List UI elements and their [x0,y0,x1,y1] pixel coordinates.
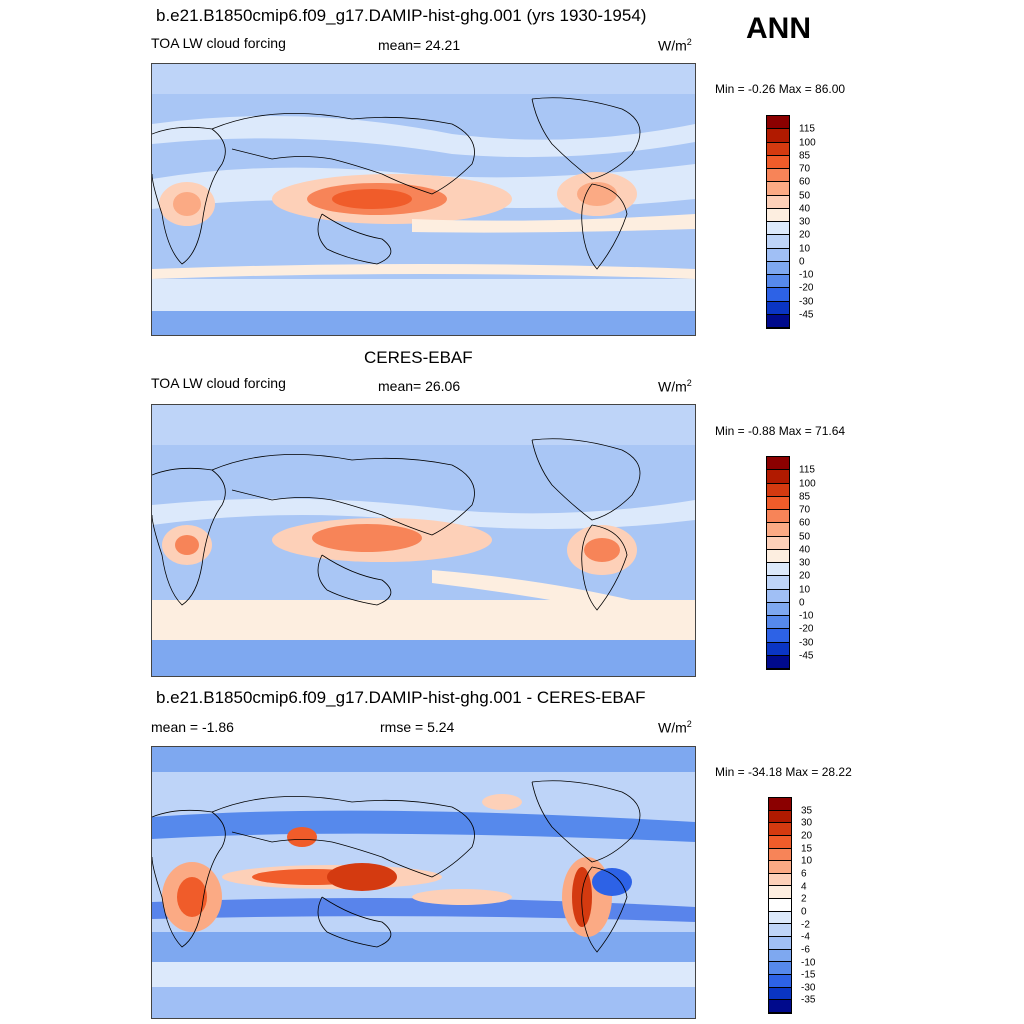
colorbar-label: 30 [799,557,811,569]
panel1-mean: mean= 24.21 [378,37,461,53]
panel1-left-label: TOA LW cloud forcing [151,35,286,51]
colorbar-label: -30 [801,982,816,994]
colorbar-label: -30 [799,296,814,307]
colorbar-label: 70 [799,504,811,516]
colorbar-label: -10 [799,610,814,622]
colorbar-label: 10 [799,584,811,595]
colorbar-label: 35 [801,805,813,817]
colorbar-label: -4 [801,931,810,943]
panel2-unit: W/m2 [658,378,692,395]
colorbar-label: 2 [801,893,807,905]
panel2-left-label: TOA LW cloud forcing [151,375,286,391]
colorbar-label: -2 [801,919,810,930]
colorbar-label: 115 [799,464,815,476]
colorbar-label: 60 [799,176,811,188]
panel1-title: b.e21.B1850cmip6.f09_g17.DAMIP-hist-ghg.… [156,6,647,25]
colorbar-label: 100 [799,137,816,148]
panel1-unit: W/m2 [658,37,692,54]
panel1-map [151,63,696,336]
colorbar-label: 50 [799,531,811,542]
colorbar-label: 0 [799,597,805,609]
colorbar-label: 0 [799,256,805,268]
colorbar-label: -10 [799,269,814,281]
panel2-colorbar: 115 100 85 70 60 50 40 30 20 10 0 -10 -2… [766,456,816,670]
colorbar-label: -20 [799,282,814,294]
colorbar-label: 15 [801,843,813,855]
colorbar-label: -45 [799,309,814,321]
panel2-mean: mean= 26.06 [378,378,461,394]
panel2-map [151,404,696,677]
season-label: ANN [746,12,811,45]
colorbar-label: 20 [799,229,811,241]
colorbar-label: 20 [801,830,813,842]
panel3-colorbar: 35 30 20 15 10 6 4 2 0 -2 -4 -6 -10 -15 … [768,797,815,1014]
colorbar-label: -45 [799,650,814,662]
colorbar-label: -6 [801,944,810,956]
colorbar-label: 10 [799,243,811,254]
colorbar-label: 60 [799,517,811,529]
colorbar-label: -15 [801,969,816,981]
colorbar-label: 85 [799,491,811,503]
colorbar-label: -35 [801,994,816,1006]
colorbar-label: -30 [799,637,814,648]
colorbar-label: 40 [799,203,811,215]
colorbar-label: 50 [799,190,811,201]
colorbar-label: 100 [799,478,816,489]
colorbar-label: 115 [799,123,815,135]
colorbar-label: 40 [799,544,811,556]
panel2-title: CERES-EBAF [364,348,473,367]
panel1-minmax: Min = -0.26 Max = 86.00 [715,82,846,96]
panel2-minmax: Min = -0.88 Max = 71.64 [715,424,846,438]
colorbar-label: 85 [799,150,811,162]
colorbar-label: 6 [801,868,807,880]
colorbar-label: 4 [801,881,807,893]
panel3-unit: W/m2 [658,719,692,736]
panel3-map [151,746,696,1019]
colorbar-label: -10 [801,957,816,968]
colorbar-label: 10 [801,855,813,867]
panel3-rmse: rmse = 5.24 [380,719,455,735]
panel3-title: b.e21.B1850cmip6.f09_g17.DAMIP-hist-ghg.… [156,688,646,707]
colorbar-label: 20 [799,570,811,582]
colorbar-label: 30 [801,817,813,829]
colorbar-label: -20 [799,623,814,635]
panel1-colorbar: 115 100 85 70 60 50 40 30 20 10 0 -10 -2… [766,115,816,329]
colorbar-label: 30 [799,216,811,228]
panel3-mean: mean = -1.86 [151,719,234,735]
panel3-minmax: Min = -34.18 Max = 28.22 [715,765,852,779]
colorbar-label: 0 [801,906,807,918]
colorbar-label: 70 [799,163,811,175]
